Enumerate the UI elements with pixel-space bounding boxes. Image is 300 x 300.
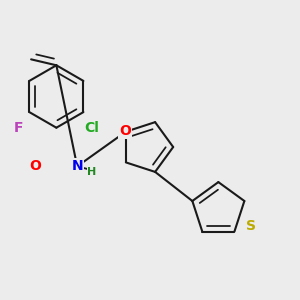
Text: H: H [87, 167, 97, 177]
Text: N: N [71, 159, 83, 173]
Text: F: F [14, 121, 23, 135]
Text: Cl: Cl [85, 121, 100, 135]
Text: O: O [119, 124, 131, 138]
Text: O: O [30, 159, 41, 173]
Text: S: S [246, 219, 256, 233]
